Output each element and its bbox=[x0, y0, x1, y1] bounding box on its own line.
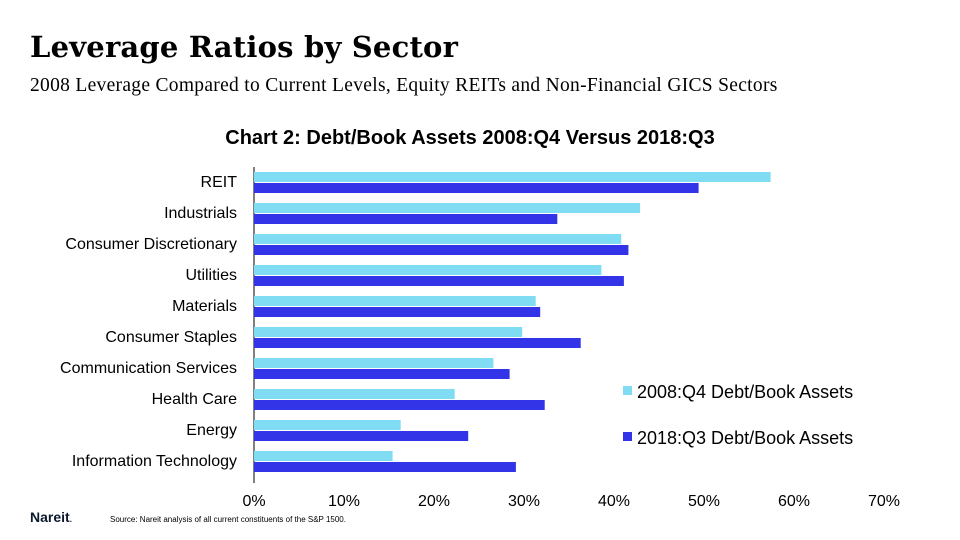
page-subtitle: 2008 Leverage Compared to Current Levels… bbox=[30, 75, 778, 96]
bar-2008q4-health-care bbox=[254, 389, 455, 399]
legend-swatch bbox=[623, 386, 632, 395]
x-tick-label: 30% bbox=[508, 493, 540, 510]
source-note: Source: Nareit analysis of all current c… bbox=[110, 515, 346, 524]
bar-2018q3-energy bbox=[254, 431, 469, 441]
legend-swatch bbox=[623, 432, 632, 441]
nareit-logo: Nareit. bbox=[30, 509, 72, 525]
bar-2018q3-information-technology bbox=[254, 462, 516, 472]
category-label: REIT bbox=[201, 174, 238, 191]
bar-2018q3-utilities bbox=[254, 276, 624, 286]
bar-2018q3-health-care bbox=[254, 400, 545, 410]
x-tick-label: 60% bbox=[778, 493, 810, 510]
nareit-logo-text: Nareit bbox=[30, 509, 70, 525]
bar-2008q4-communication-services bbox=[254, 358, 494, 368]
bar-2008q4-energy bbox=[254, 420, 401, 430]
bar-2008q4-industrials bbox=[254, 203, 641, 213]
x-tick-label: 70% bbox=[868, 493, 900, 510]
bar-2018q3-materials bbox=[254, 307, 541, 317]
category-label: Consumer Staples bbox=[105, 329, 237, 346]
bar-2018q3-reit bbox=[254, 183, 699, 193]
page-title: Leverage Ratios by Sector bbox=[30, 30, 459, 64]
category-label: Materials bbox=[172, 298, 237, 315]
category-label: Industrials bbox=[164, 205, 237, 222]
category-label: Health Care bbox=[152, 391, 237, 408]
chart-title: Chart 2: Debt/Book Assets 2008:Q4 Versus… bbox=[225, 127, 715, 149]
bar-2008q4-reit bbox=[254, 172, 771, 182]
bar-2018q3-industrials bbox=[254, 214, 558, 224]
bar-2018q3-communication-services bbox=[254, 369, 510, 379]
bar-2008q4-utilities bbox=[254, 265, 602, 275]
legend-label: 2008:Q4 Debt/Book Assets bbox=[637, 382, 853, 402]
bar-2008q4-consumer-discretionary bbox=[254, 234, 622, 244]
bar-2008q4-consumer-staples bbox=[254, 327, 523, 337]
x-tick-label: 10% bbox=[328, 493, 360, 510]
category-label: Information Technology bbox=[72, 453, 237, 470]
x-tick-label: 0% bbox=[242, 493, 265, 510]
legend-label: 2018:Q3 Debt/Book Assets bbox=[637, 428, 853, 448]
bar-2008q4-information-technology bbox=[254, 451, 393, 461]
bar-2018q3-consumer-discretionary bbox=[254, 245, 629, 255]
category-label: Consumer Discretionary bbox=[65, 236, 237, 253]
category-label: Energy bbox=[186, 422, 237, 439]
x-tick-label: 50% bbox=[688, 493, 720, 510]
category-label: Utilities bbox=[185, 267, 237, 284]
category-label: Communication Services bbox=[60, 360, 237, 377]
x-tick-label: 20% bbox=[418, 493, 450, 510]
nareit-logo-mark: . bbox=[69, 515, 72, 524]
bar-2018q3-consumer-staples bbox=[254, 338, 581, 348]
x-tick-label: 40% bbox=[598, 493, 630, 510]
bar-2008q4-materials bbox=[254, 296, 536, 306]
